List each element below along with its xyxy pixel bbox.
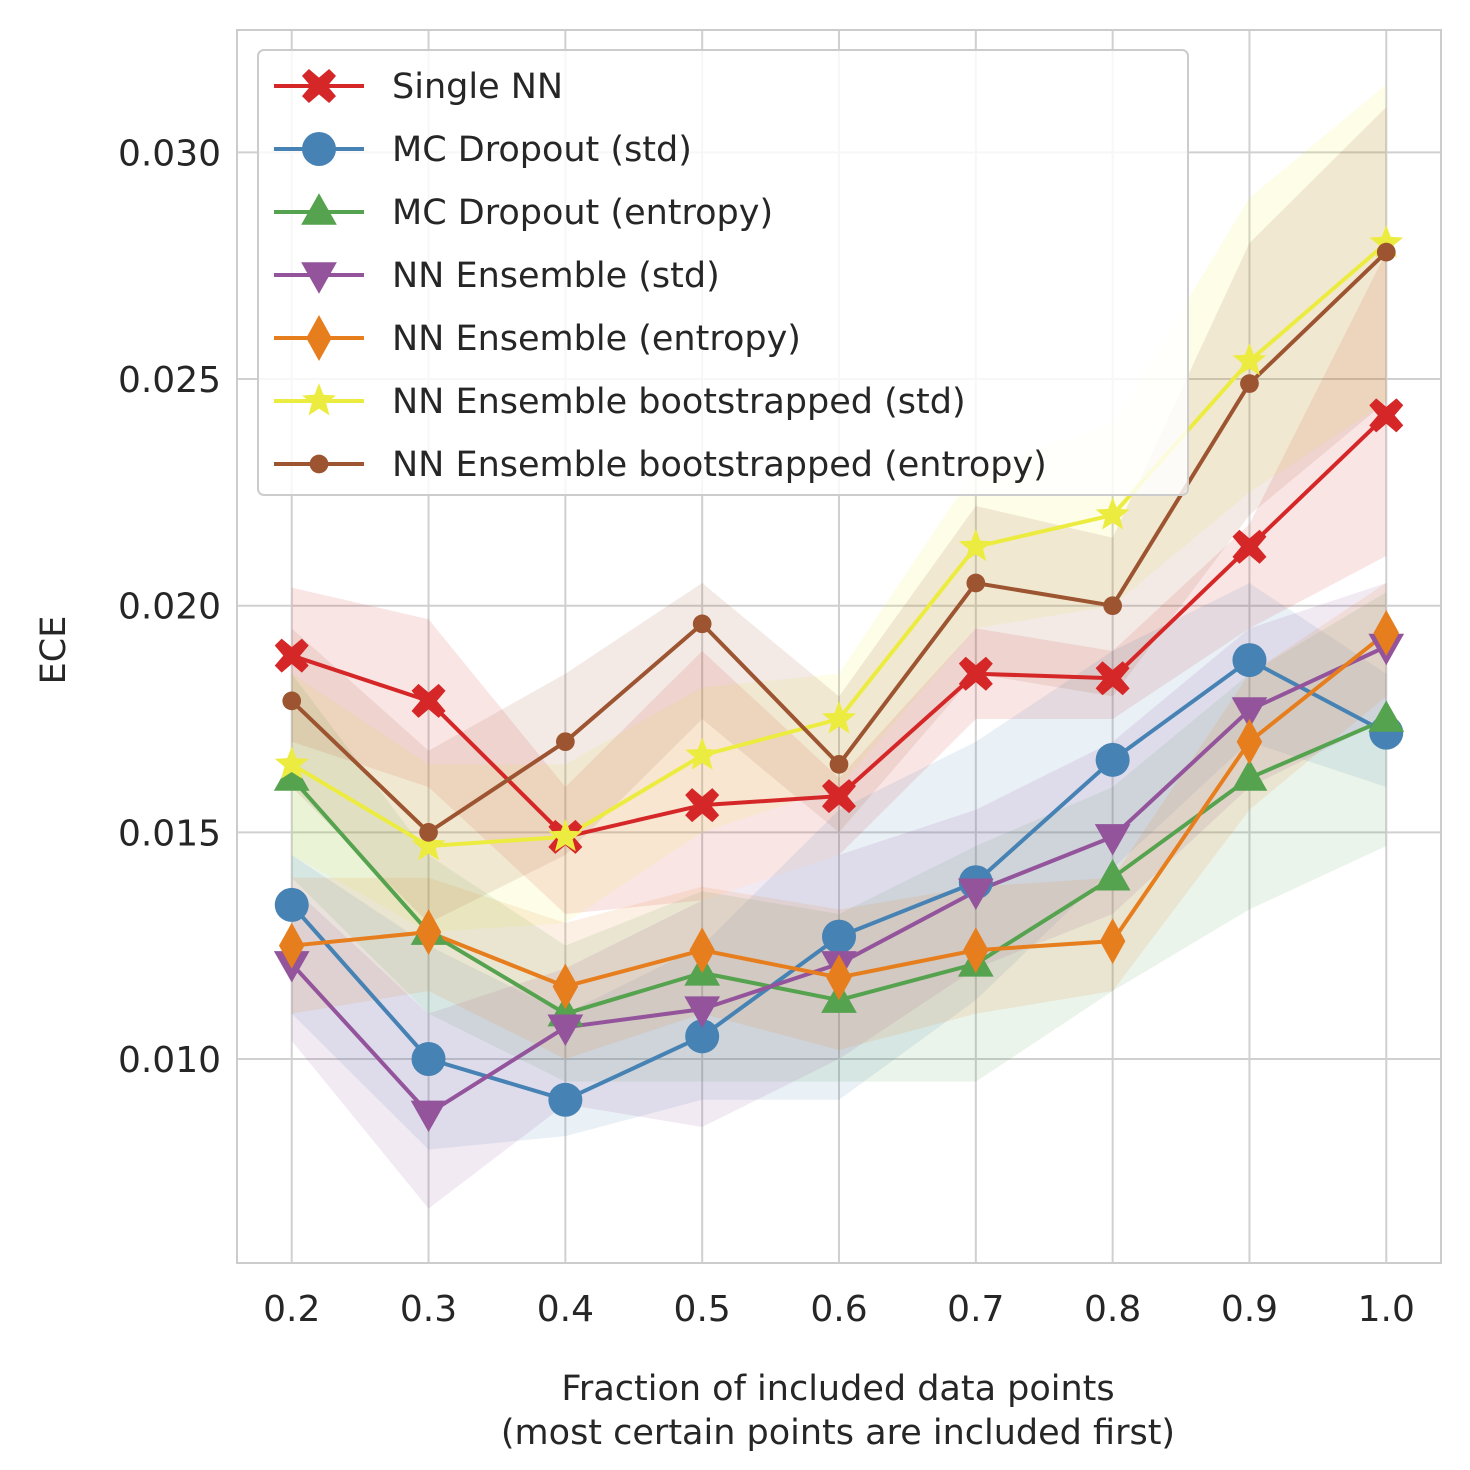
legend-box: [257, 49, 1189, 496]
diamond-marker: [689, 927, 715, 974]
x-tick-label: 0.2: [263, 1289, 320, 1330]
small-circle-marker: [556, 732, 575, 752]
circle-marker: [1095, 742, 1130, 777]
star-marker: [822, 701, 856, 734]
triangle-up-marker: [273, 759, 310, 791]
star-marker: [302, 383, 336, 416]
triangle-up-marker: [1094, 858, 1131, 891]
x-cross-marker: [958, 656, 993, 691]
x-axis-label: Fraction of included data points: [561, 1369, 1114, 1409]
legend-label: MC Dropout (entropy): [392, 193, 773, 233]
star-marker: [685, 737, 720, 770]
diamond-marker: [963, 927, 989, 974]
triangle-up-marker: [1368, 700, 1405, 732]
confidence-band: [291, 583, 1387, 1150]
circle-marker: [548, 1082, 583, 1117]
x-tick-label: 0.9: [1221, 1289, 1278, 1330]
legend: Single NN MC Dropout (std) MC Dropout (ent…: [257, 49, 1189, 496]
small-circle-marker: [1240, 374, 1259, 393]
circle-marker: [274, 887, 309, 922]
x-cross-marker: [1095, 661, 1130, 696]
y-tick-label: 0.015: [118, 813, 221, 854]
small-circle-marker: [309, 454, 329, 474]
x-cross-marker: [1369, 398, 1404, 433]
diamond-marker: [1236, 718, 1263, 765]
small-circle-marker: [829, 755, 849, 774]
circle-marker: [302, 132, 336, 166]
star-marker: [1232, 343, 1267, 376]
legend-label: NN Ensemble bootstrapped (entropy): [392, 445, 1047, 485]
diamond-marker: [826, 954, 852, 1001]
diamond-marker: [552, 963, 579, 1010]
triangle-up-marker: [1231, 759, 1268, 791]
y-tick-label: 0.025: [118, 360, 221, 401]
x-cross-marker: [274, 638, 309, 673]
x-tick-label: 0.4: [537, 1289, 594, 1330]
circle-marker: [1232, 643, 1267, 678]
circle-marker: [411, 1042, 446, 1077]
circle-marker: [685, 1019, 720, 1054]
star-marker: [548, 819, 583, 852]
confidence-band: [291, 107, 1387, 924]
x-cross-marker: [1232, 529, 1267, 564]
x-cross-marker: [822, 779, 856, 814]
small-circle-marker: [1103, 596, 1122, 616]
star-marker: [1095, 497, 1130, 530]
confidence-band: [291, 252, 1387, 914]
x-tick-label: 1.0: [1358, 1289, 1415, 1330]
x-cross-marker: [302, 69, 336, 103]
legend-label: NN Ensemble bootstrapped (std): [392, 382, 966, 422]
legend-label: MC Dropout (std): [392, 130, 692, 170]
circle-marker: [822, 919, 856, 954]
plot-frame: [236, 29, 1442, 1264]
triangle-down-marker: [684, 996, 721, 1028]
x-tick-label: 0.7: [947, 1289, 1004, 1330]
y-axis-label: ECE: [34, 616, 74, 685]
y-tick-label: 0.020: [118, 587, 221, 628]
star-marker: [958, 528, 993, 562]
small-circle-marker: [692, 614, 712, 634]
x-cross-marker: [411, 683, 446, 718]
legend-label: Single NN: [392, 67, 563, 107]
x-tick-label: 0.8: [1084, 1289, 1141, 1330]
tick-labels: 0.2 0.3 0.4 0.5 0.6 0.7 0.8 0.9 1.0 0.010 0.015 0.0…: [118, 133, 1415, 1330]
diamond-marker: [1099, 918, 1126, 965]
small-circle-marker: [282, 691, 302, 711]
diamond-marker: [415, 909, 442, 956]
small-circle-marker: [966, 573, 986, 593]
triangle-down-marker: [1231, 697, 1268, 729]
star-marker: [274, 746, 309, 779]
diamond-marker: [1373, 609, 1400, 656]
triangle-up-marker: [301, 193, 337, 225]
diamond-marker: [306, 315, 332, 361]
x-tick-label: 0.5: [674, 1289, 731, 1330]
star-marker: [1369, 225, 1404, 258]
series-markers: [273, 225, 1405, 1133]
triangle-down-marker: [547, 1014, 584, 1046]
triangle-down-marker: [957, 878, 994, 910]
x-tick-label: 0.6: [810, 1289, 867, 1330]
triangle-down-marker: [1094, 824, 1131, 856]
legend-label: NN Ensemble (entropy): [392, 319, 801, 359]
x-tick-label: 0.3: [400, 1289, 457, 1330]
x-cross-marker: [685, 788, 720, 823]
small-circle-marker: [419, 823, 438, 842]
y-tick-label: 0.030: [118, 133, 221, 174]
triangle-down-marker: [301, 262, 337, 294]
x-axis-label-subtitle: (most certain points are included first): [501, 1413, 1175, 1453]
confidence-band: [291, 583, 1387, 1209]
legend-label: NN Ensemble (std): [392, 256, 720, 296]
diamond-marker: [278, 922, 305, 969]
y-tick-label: 0.010: [118, 1040, 221, 1081]
triangle-down-marker: [410, 1100, 447, 1133]
small-circle-marker: [1376, 242, 1396, 262]
star-marker: [411, 828, 446, 861]
